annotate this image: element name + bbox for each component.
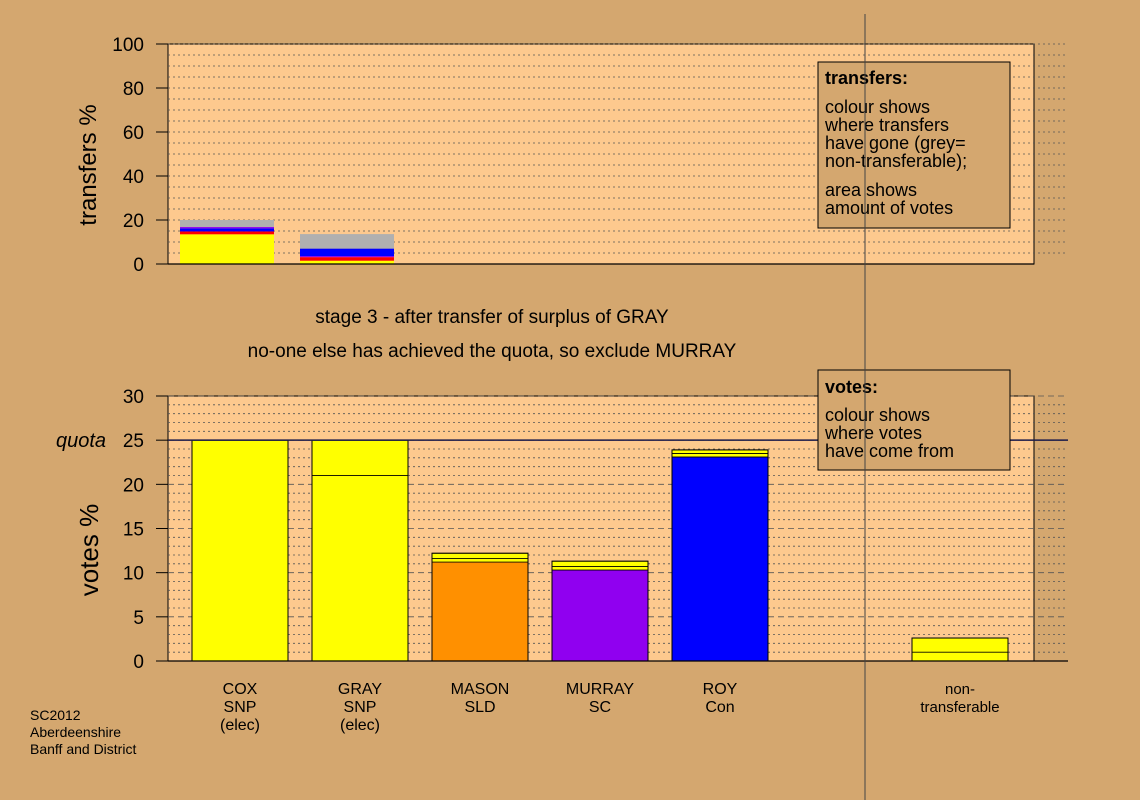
- y-tick-label: 100: [112, 35, 144, 56]
- votes-x-labels: COXSNP(elec)GRAYSNP(elec)MASONSLDMURRAYS…: [220, 681, 1000, 734]
- transfers-legend-line: have gone (grey=: [825, 133, 966, 153]
- bar-segment: [180, 220, 274, 228]
- votes-legend-line: have come from: [825, 441, 954, 461]
- x-category-label: MASON: [451, 681, 510, 698]
- x-category-label: (elec): [220, 717, 260, 734]
- bar-segment: [911, 637, 1009, 653]
- bar-segment: [180, 234, 274, 264]
- bar-segment: [300, 260, 394, 264]
- bar: [300, 234, 394, 264]
- y-tick-label: 5: [133, 608, 144, 629]
- y-tick-label: 80: [123, 79, 144, 100]
- y-tick-label: 20: [123, 211, 144, 232]
- x-category-label: SNP: [344, 699, 377, 716]
- footer-council: Aberdeenshire: [30, 724, 121, 740]
- transfers-legend-line: amount of votes: [825, 198, 953, 218]
- bar: [431, 552, 529, 662]
- bar-segment: [300, 256, 394, 258]
- transfers-legend-frame: [817, 61, 1011, 229]
- bar: [180, 220, 274, 264]
- votes-legend-title: votes:: [825, 377, 878, 397]
- transfers-legend-line: where transfers: [824, 115, 949, 135]
- bar: [911, 637, 1009, 662]
- x-category-label: non-: [945, 681, 975, 698]
- transfers-y-axis-label: transfers %: [75, 104, 102, 225]
- bar-segment: [300, 248, 394, 257]
- transfers-legend-box: transfers: colour shows where transfers …: [817, 61, 1011, 229]
- bar-segment: [180, 231, 274, 235]
- y-tick-label: 0: [133, 255, 144, 276]
- stage-action: no-one else has achieved the quota, so e…: [248, 341, 737, 362]
- bar-segment: [180, 227, 274, 229]
- votes-legend-box: votes: colour shows where votes have com…: [817, 369, 1011, 471]
- transfers-legend-title: transfers:: [825, 68, 908, 88]
- footer-ward: Banff and District: [30, 741, 136, 757]
- bar-segment: [431, 552, 529, 559]
- y-tick-label: 15: [123, 520, 144, 541]
- bar-segment: [431, 558, 529, 563]
- y-tick-label: 60: [123, 123, 144, 144]
- bar-segment: [551, 560, 649, 567]
- x-category-label: SNP: [224, 699, 257, 716]
- y-tick-label: 40: [123, 167, 144, 188]
- bar-segment: [551, 569, 649, 662]
- x-category-label: Con: [705, 699, 734, 716]
- bar-segment: [311, 475, 409, 662]
- transfers-y-ticks: 0 20 40 60 80 100: [112, 35, 1034, 276]
- y-tick-label: 20: [123, 475, 144, 496]
- bar-segment: [311, 439, 409, 476]
- bar-segment: [671, 449, 769, 454]
- transfers-legend-line: area shows: [825, 180, 917, 200]
- x-category-label: COX: [223, 681, 258, 698]
- x-category-label: SC: [589, 699, 611, 716]
- x-category-label: GRAY: [338, 681, 382, 698]
- x-category-label: transferable: [920, 699, 999, 716]
- y-tick-label: 10: [123, 564, 144, 585]
- votes-bars: [191, 439, 1009, 662]
- x-category-label: (elec): [340, 717, 380, 734]
- bar-segment: [551, 566, 649, 571]
- bar-segment: [671, 453, 769, 458]
- transfers-bars: [180, 220, 394, 264]
- bar-segment: [180, 228, 274, 232]
- bar: [191, 439, 289, 662]
- bar: [311, 439, 409, 662]
- votes-y-ticks: 0 5 10 15 20 25 30: [123, 387, 1068, 673]
- footer-election: SC2012: [30, 707, 81, 723]
- y-tick-label: 0: [133, 652, 144, 673]
- y-tick-label: 25: [123, 431, 144, 452]
- bar: [551, 560, 649, 662]
- bar-segment: [431, 561, 529, 662]
- stage-description: stage 3 - after transfer of surplus of G…: [315, 307, 669, 328]
- y-tick-label: 30: [123, 387, 144, 408]
- votes-legend-line: colour shows: [825, 405, 930, 425]
- bar-segment: [671, 456, 769, 662]
- bar-segment: [911, 651, 1009, 662]
- bar-segment: [191, 439, 289, 662]
- quota-label: quota: [56, 430, 106, 452]
- x-category-label: SLD: [464, 699, 495, 716]
- votes-y-axis-label: votes %: [74, 504, 104, 597]
- bar-segment: [300, 257, 394, 261]
- x-category-label: ROY: [703, 681, 738, 698]
- x-category-label: MURRAY: [566, 681, 634, 698]
- transfers-legend-line: non-transferable);: [825, 151, 967, 171]
- votes-legend-frame: [817, 369, 1011, 471]
- bar-segment: [300, 234, 394, 249]
- bar: [671, 449, 769, 662]
- transfers-legend-line: colour shows: [825, 97, 930, 117]
- votes-legend-line: where votes: [824, 423, 922, 443]
